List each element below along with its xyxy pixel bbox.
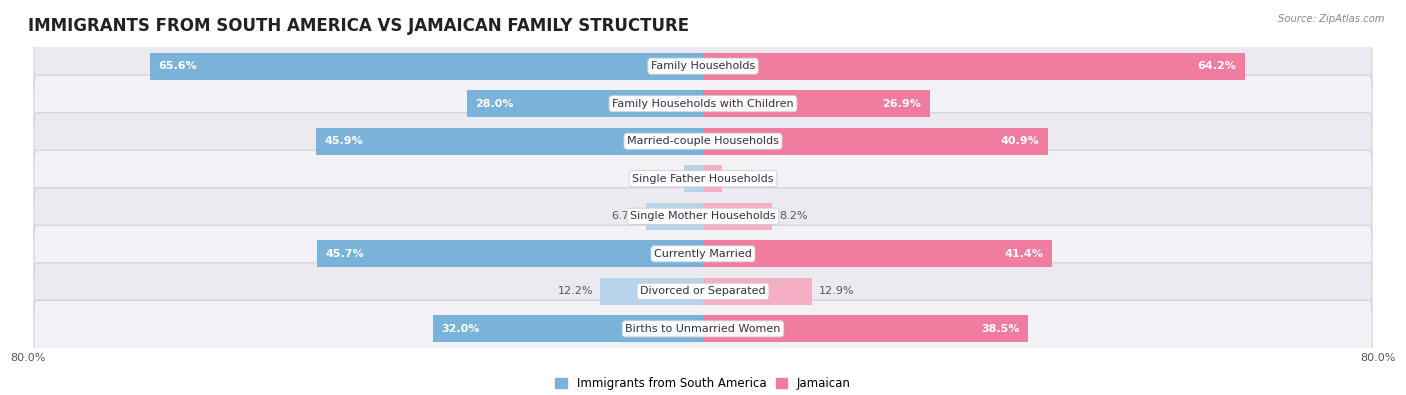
Bar <box>600 278 703 305</box>
Text: 28.0%: 28.0% <box>475 99 513 109</box>
Text: 41.4%: 41.4% <box>1005 249 1043 259</box>
FancyBboxPatch shape <box>34 225 1372 282</box>
Text: 64.2%: 64.2% <box>1198 61 1236 71</box>
Text: Family Households with Children: Family Households with Children <box>612 99 794 109</box>
Bar <box>433 315 703 342</box>
Text: 45.9%: 45.9% <box>325 136 363 146</box>
Bar <box>149 53 703 80</box>
Bar <box>683 165 703 192</box>
Text: Single Father Households: Single Father Households <box>633 174 773 184</box>
FancyBboxPatch shape <box>34 38 1372 95</box>
Bar <box>703 128 1047 155</box>
FancyBboxPatch shape <box>34 150 1372 207</box>
Bar <box>316 128 703 155</box>
Text: 38.5%: 38.5% <box>981 324 1019 334</box>
Bar <box>703 90 929 117</box>
Text: 32.0%: 32.0% <box>441 324 479 334</box>
Text: 2.3%: 2.3% <box>730 174 758 184</box>
Text: Single Mother Households: Single Mother Households <box>630 211 776 221</box>
FancyBboxPatch shape <box>34 300 1372 357</box>
Bar <box>318 240 703 267</box>
Text: 26.9%: 26.9% <box>883 99 921 109</box>
Bar <box>703 240 1052 267</box>
Text: Currently Married: Currently Married <box>654 249 752 259</box>
Bar <box>703 315 1028 342</box>
FancyBboxPatch shape <box>34 263 1372 320</box>
Bar <box>703 165 723 192</box>
Text: 45.7%: 45.7% <box>326 249 364 259</box>
Text: 8.2%: 8.2% <box>779 211 807 221</box>
FancyBboxPatch shape <box>34 113 1372 170</box>
Text: IMMIGRANTS FROM SOUTH AMERICA VS JAMAICAN FAMILY STRUCTURE: IMMIGRANTS FROM SOUTH AMERICA VS JAMAICA… <box>28 17 689 36</box>
Bar <box>703 53 1244 80</box>
Text: Source: ZipAtlas.com: Source: ZipAtlas.com <box>1278 14 1385 24</box>
Bar <box>703 203 772 230</box>
Text: Births to Unmarried Women: Births to Unmarried Women <box>626 324 780 334</box>
Text: Family Households: Family Households <box>651 61 755 71</box>
Text: 2.3%: 2.3% <box>648 174 676 184</box>
Text: Divorced or Separated: Divorced or Separated <box>640 286 766 296</box>
Text: 12.9%: 12.9% <box>818 286 853 296</box>
Bar <box>467 90 703 117</box>
FancyBboxPatch shape <box>34 75 1372 132</box>
FancyBboxPatch shape <box>34 188 1372 245</box>
Text: 12.2%: 12.2% <box>558 286 593 296</box>
Text: 65.6%: 65.6% <box>157 61 197 71</box>
Legend: Immigrants from South America, Jamaican: Immigrants from South America, Jamaican <box>555 377 851 390</box>
Text: 6.7%: 6.7% <box>612 211 640 221</box>
Text: 40.9%: 40.9% <box>1001 136 1039 146</box>
Bar <box>703 278 811 305</box>
Bar <box>647 203 703 230</box>
Text: Married-couple Households: Married-couple Households <box>627 136 779 146</box>
